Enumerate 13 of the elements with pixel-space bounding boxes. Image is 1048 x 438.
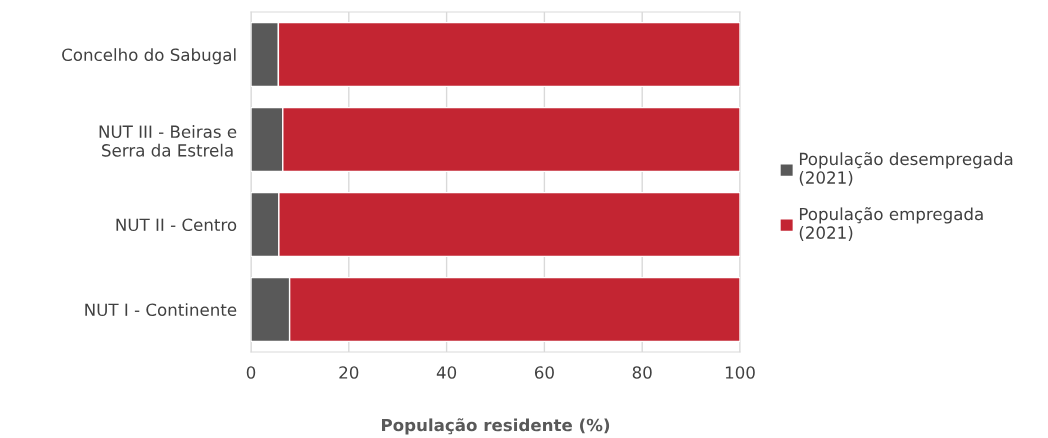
- x-tick-label: 40: [436, 366, 457, 379]
- x-axis-title: População residente (%): [382, 418, 610, 435]
- legend-label: População empregada (2021): [799, 207, 983, 241]
- y-tick-label: NUT III - Beiras e Serra da Estrela: [99, 125, 237, 157]
- y-tick-label: NUT I - Continente: [85, 303, 237, 317]
- y-tick-label: NUT II - Centro: [116, 218, 237, 232]
- y-tick-label: Concelho do Sabugal: [62, 48, 236, 65]
- x-tick-label: 60: [534, 366, 554, 379]
- x-tick-label: 100: [725, 366, 755, 379]
- x-tick-label: 80: [632, 366, 652, 379]
- x-tick-label: 20: [339, 366, 359, 379]
- legend-label: População desempregada (2021): [799, 152, 1013, 186]
- x-tick-label: 0: [246, 366, 256, 379]
